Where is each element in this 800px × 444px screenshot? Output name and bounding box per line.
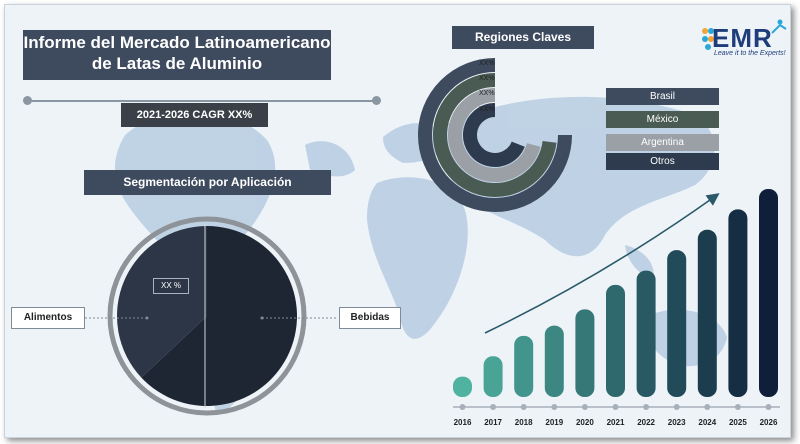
legend-otros: Otros: [606, 153, 719, 170]
pie-outer-ring: [107, 216, 307, 416]
segmentation-title: Segmentación por Aplicación: [84, 170, 331, 195]
growth-trend-arrow: [484, 193, 720, 334]
infographic-frame: Informe del Mercado Latinoamericano de L…: [4, 4, 791, 438]
bar-axis-dots: [459, 404, 772, 410]
bar-2019: [544, 325, 564, 397]
axis-dot-2026: [765, 404, 772, 410]
logo-text: EMR: [712, 23, 773, 53]
ring-value-brasil: XX%: [479, 60, 495, 67]
report-title-line1: Informe del Mercado Latinoamericano: [23, 33, 331, 52]
legend-argentina: Argentina: [606, 134, 719, 151]
bar-2022: [636, 270, 656, 397]
legend-mexico: México: [606, 111, 719, 128]
ring-otros: [463, 103, 525, 167]
bar-2023: [667, 250, 687, 397]
year-label-2025: 2025: [728, 418, 747, 427]
radial-chart: XX% XX% XX% XX%: [418, 58, 572, 212]
axis-dot-2023: [673, 404, 680, 410]
year-label-2020: 2020: [575, 418, 594, 427]
axis-dot-2016: [459, 404, 466, 410]
cagr-label: 2021-2026 CAGR XX%: [121, 103, 268, 127]
bar-2016: [453, 376, 472, 397]
pie-value-label: XX %: [153, 278, 189, 294]
axis-dot-2025: [734, 404, 741, 410]
bar-2024: [697, 229, 717, 397]
ring-argentina: [448, 88, 541, 182]
axis-dot-2017: [490, 404, 497, 410]
bar-2018: [514, 335, 534, 397]
report-title-line2: de Latas de Aluminio: [91, 54, 263, 73]
bar-2020: [575, 309, 595, 397]
axis-dot-2019: [551, 404, 558, 410]
logo-tagline: Leave it to the Experts!: [714, 50, 786, 57]
logo-dots-icon: [702, 28, 714, 50]
ring-mexico: [433, 73, 557, 197]
year-label-2019: 2019: [545, 418, 564, 427]
logo-person-icon: [771, 19, 787, 34]
ring-value-argentina: XX%: [479, 90, 495, 97]
ring-value-mexico: XX%: [479, 75, 495, 82]
ring-value-otros: XX%: [479, 106, 495, 113]
axis-dot-2018: [520, 404, 527, 410]
pie-slice-bebidas: [141, 226, 297, 406]
bar-2017: [483, 356, 503, 397]
report-title: Informe del Mercado Latinoamericano de L…: [23, 30, 331, 80]
timeline-start-dot: [23, 96, 32, 105]
pie-slice-alimentos: [116, 226, 207, 378]
year-label-2016: 2016: [453, 418, 472, 427]
year-label-2023: 2023: [667, 418, 686, 427]
bar-2021: [606, 284, 625, 397]
axis-dot-2020: [581, 404, 588, 410]
axis-dot-2021: [612, 404, 619, 410]
alimentos-label: Alimentos: [11, 307, 85, 329]
year-label-2024: 2024: [698, 418, 717, 427]
emr-logo: EMR Leave it to the Experts!: [700, 19, 790, 63]
alimentos-leader-dot: [145, 316, 149, 320]
ring-brasil: [418, 58, 572, 212]
timeline-end-dot: [372, 96, 381, 105]
bar-2026: [759, 189, 778, 397]
axis-dot-2024: [704, 404, 711, 410]
bebidas-leader-dot: [260, 316, 264, 320]
pie-chart: [85, 216, 338, 416]
bar-series: [453, 189, 778, 397]
year-label-2018: 2018: [514, 418, 533, 427]
year-label-2021: 2021: [606, 418, 625, 427]
year-label-2017: 2017: [484, 418, 502, 427]
bebidas-label: Bebidas: [339, 307, 401, 329]
year-label-2022: 2022: [637, 418, 655, 427]
bar-2025: [728, 209, 748, 397]
cagr-timeline: [23, 96, 381, 105]
axis-dot-2022: [643, 404, 650, 410]
bar-chart: [453, 189, 780, 410]
regions-title: Regiones Claves: [452, 26, 594, 49]
year-label-2026: 2026: [759, 418, 778, 427]
legend-brasil: Brasil: [606, 88, 719, 105]
